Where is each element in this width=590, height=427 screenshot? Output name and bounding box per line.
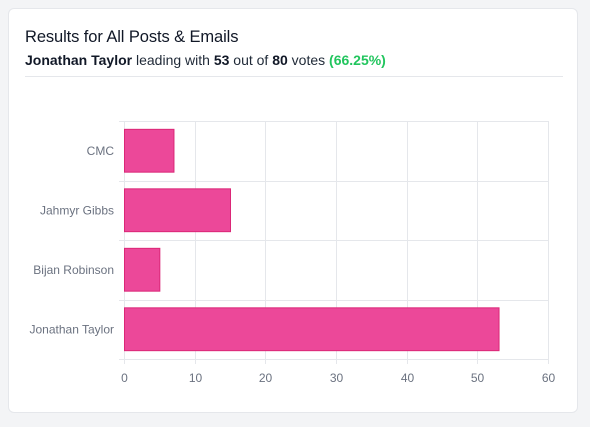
results-card: Results for All Posts & Emails Jonathan … xyxy=(8,8,578,413)
total-votes: 80 xyxy=(272,52,288,68)
bar-cmc xyxy=(124,128,175,173)
bar-jahmyr-gibbs xyxy=(124,188,231,233)
card-title: Results for All Posts & Emails xyxy=(25,28,239,46)
x-tick-label: 0 xyxy=(121,371,128,385)
x-tick-label: 60 xyxy=(542,371,556,385)
x-tick-label: 20 xyxy=(259,371,273,385)
x-tick-label: 40 xyxy=(401,371,415,385)
y-category-label: CMC xyxy=(87,144,115,158)
y-category-label: Jahmyr Gibbs xyxy=(40,203,114,217)
votes-text: votes xyxy=(291,52,326,68)
bar-bijan-robinson xyxy=(124,247,161,292)
x-tick-label: 30 xyxy=(330,371,344,385)
y-category-label: Bijan Robinson xyxy=(33,263,114,277)
header-divider xyxy=(25,76,563,77)
y-category-label: Jonathan Taylor xyxy=(29,322,114,336)
leader-name: Jonathan Taylor xyxy=(25,52,133,68)
leader-percent: (66.25%) xyxy=(329,52,386,68)
x-tick-label: 50 xyxy=(471,371,485,385)
leader-summary: Jonathan Taylor leading with 53 out of 8… xyxy=(25,52,386,68)
x-tick-label: 10 xyxy=(189,371,203,385)
results-bar-chart: 0 10 20 30 40 50 60 CMC Jahmyr Gibbs Bijan Robins… xyxy=(29,121,556,385)
leader-votes: 53 xyxy=(213,52,230,68)
bar-jonathan-taylor xyxy=(124,307,500,352)
leading-text: leading with xyxy=(135,52,210,68)
out-of-text: out of xyxy=(233,52,269,68)
